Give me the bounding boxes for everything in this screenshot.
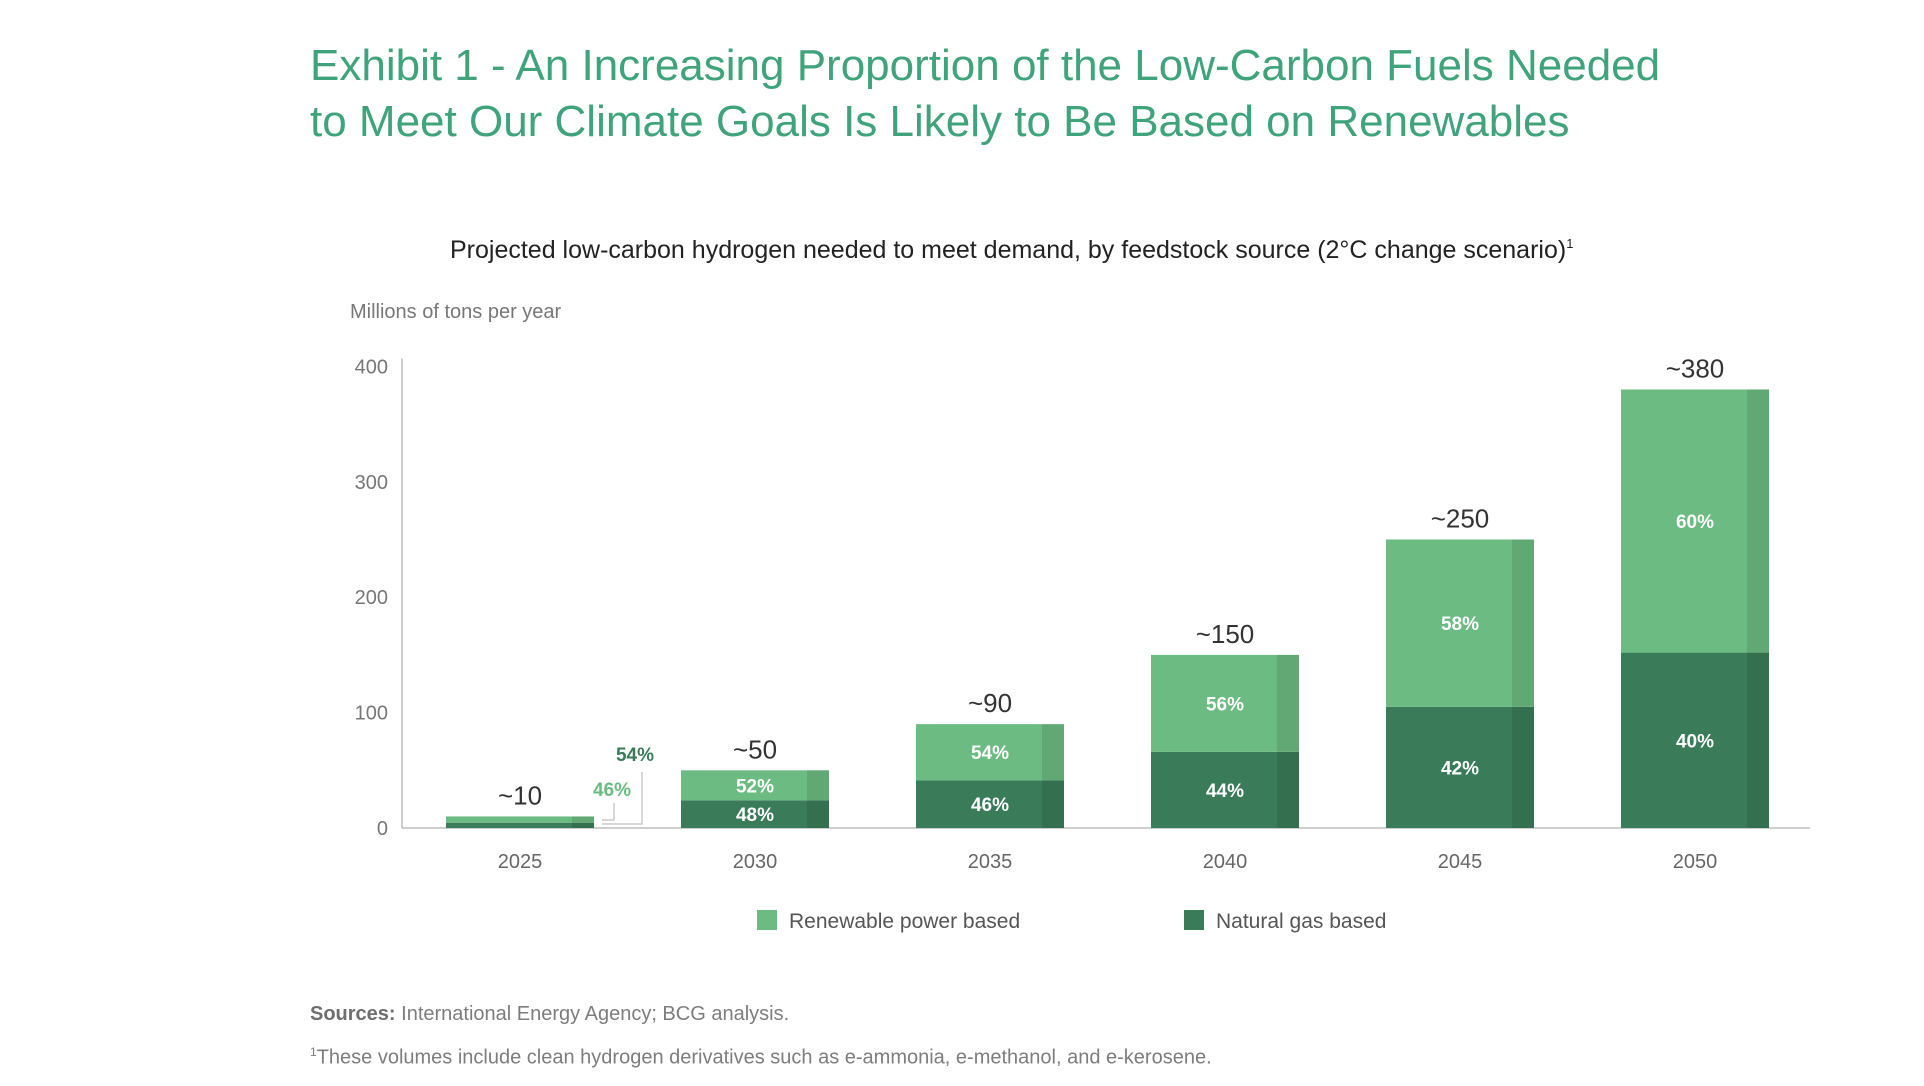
exhibit-title: Exhibit 1 - An Increasing Proportion of … (310, 38, 1810, 150)
legend-swatch-renewable (757, 910, 777, 930)
x-tick-label-2040: 2040 (1203, 851, 1248, 873)
sources-label: Sources: (310, 1003, 396, 1025)
x-tick-label-2035: 2035 (968, 851, 1013, 873)
y-tick-label-400: 400 (355, 356, 388, 378)
bar-natural-gas-2050 (1621, 652, 1769, 828)
bar-renewable-2050 (1621, 389, 1769, 653)
bar-label-renewable-2040: 56% (1206, 694, 1244, 715)
total-label-2050: ~380 (1666, 353, 1725, 383)
bar-label-natural-gas-2025: 54% (616, 745, 654, 766)
x-tick-label-2045: 2045 (1438, 851, 1483, 873)
bar-renewable-shade-2040 (1277, 654, 1299, 752)
bar-natural-gas-2025 (446, 822, 594, 828)
bar-label-renewable-2030: 52% (736, 776, 774, 797)
bar-renewable-2025 (446, 816, 594, 823)
subtitle-footnote-mark: 1 (1566, 236, 1573, 251)
y-tick-label-0: 0 (377, 818, 388, 840)
y-tick-label-300: 300 (355, 472, 388, 494)
plot-area: 0 100 200 300 400 2025 ~10 46% 54% 2030 ~50 48% 52% 2… (355, 353, 1810, 933)
y-tick-label-200: 200 (355, 587, 388, 609)
legend-swatch-natural-gas (1184, 910, 1204, 930)
legend-label-renewable: Renewable power based (789, 910, 1020, 933)
x-tick-label-2030: 2030 (733, 851, 778, 873)
bar-label-renewable-2035: 54% (971, 743, 1009, 764)
bar-label-natural-gas-2045: 42% (1441, 758, 1479, 779)
callout-leader-gas-2025 (602, 772, 643, 825)
bar-renewable-shade-2030 (807, 770, 829, 801)
bar-natural-gas-shade-2035 (1042, 780, 1064, 828)
bar-renewable-shade-2050 (1747, 389, 1769, 653)
bar-label-renewable-2045: 58% (1441, 614, 1479, 635)
y-axis-label: Millions of tons per year (350, 301, 562, 323)
bar-natural-gas-shade-2025 (572, 822, 594, 828)
x-tick-label-2025: 2025 (498, 851, 543, 873)
total-label-2040: ~150 (1196, 619, 1255, 649)
bar-renewable-2035 (916, 724, 1064, 781)
bar-label-natural-gas-2035: 46% (971, 795, 1009, 816)
x-tick-label-2050: 2050 (1673, 851, 1718, 873)
bar-label-natural-gas-2050: 40% (1676, 731, 1714, 752)
total-label-2030: ~50 (733, 734, 777, 764)
bar-natural-gas-shade-2050 (1747, 652, 1769, 828)
total-label-2045: ~250 (1431, 504, 1490, 534)
callout-leader-renewable-2025 (602, 803, 615, 821)
bar-renewable-shade-2045 (1512, 539, 1534, 707)
total-label-2025: ~10 (498, 780, 542, 810)
chart-subtitle: Projected low-carbon hydrogen needed to … (450, 236, 1573, 264)
bar-renewable-2045 (1386, 539, 1534, 707)
bar-natural-gas-2030 (681, 800, 829, 828)
bar-renewable-shade-2025 (572, 816, 594, 823)
sources-text: International Energy Agency; BCG analysi… (395, 1003, 790, 1025)
bar-natural-gas-shade-2040 (1277, 751, 1299, 828)
sources-note: Sources: International Energy Agency; BC… (310, 1003, 789, 1026)
footnote: 1These volumes include clean hydrogen de… (310, 1045, 1212, 1070)
bar-label-natural-gas-2040: 44% (1206, 781, 1244, 802)
total-label-2035: ~90 (968, 688, 1012, 718)
bar-renewable-shade-2035 (1042, 724, 1064, 781)
bar-renewable-2030 (681, 770, 829, 801)
bar-label-renewable-2025: 46% (593, 780, 631, 801)
bar-natural-gas-2035 (916, 780, 1064, 828)
exhibit-title-line2: to Meet Our Climate Goals Is Likely to B… (310, 97, 1570, 146)
bar-natural-gas-shade-2030 (807, 800, 829, 828)
bar-natural-gas-2045 (1386, 706, 1534, 828)
bar-label-renewable-2050: 60% (1676, 512, 1714, 533)
footnote-mark: 1 (310, 1045, 317, 1059)
bar-natural-gas-2040 (1151, 751, 1299, 828)
bar-label-natural-gas-2030: 48% (736, 805, 774, 826)
bar-natural-gas-shade-2045 (1512, 706, 1534, 828)
y-tick-label-100: 100 (355, 703, 388, 725)
exhibit-title-line1: Exhibit 1 - An Increasing Proportion of … (310, 41, 1661, 90)
footnote-text: These volumes include clean hydrogen der… (316, 1046, 1212, 1069)
legend-label-natural-gas: Natural gas based (1216, 910, 1386, 933)
bar-renewable-2040 (1151, 654, 1299, 752)
